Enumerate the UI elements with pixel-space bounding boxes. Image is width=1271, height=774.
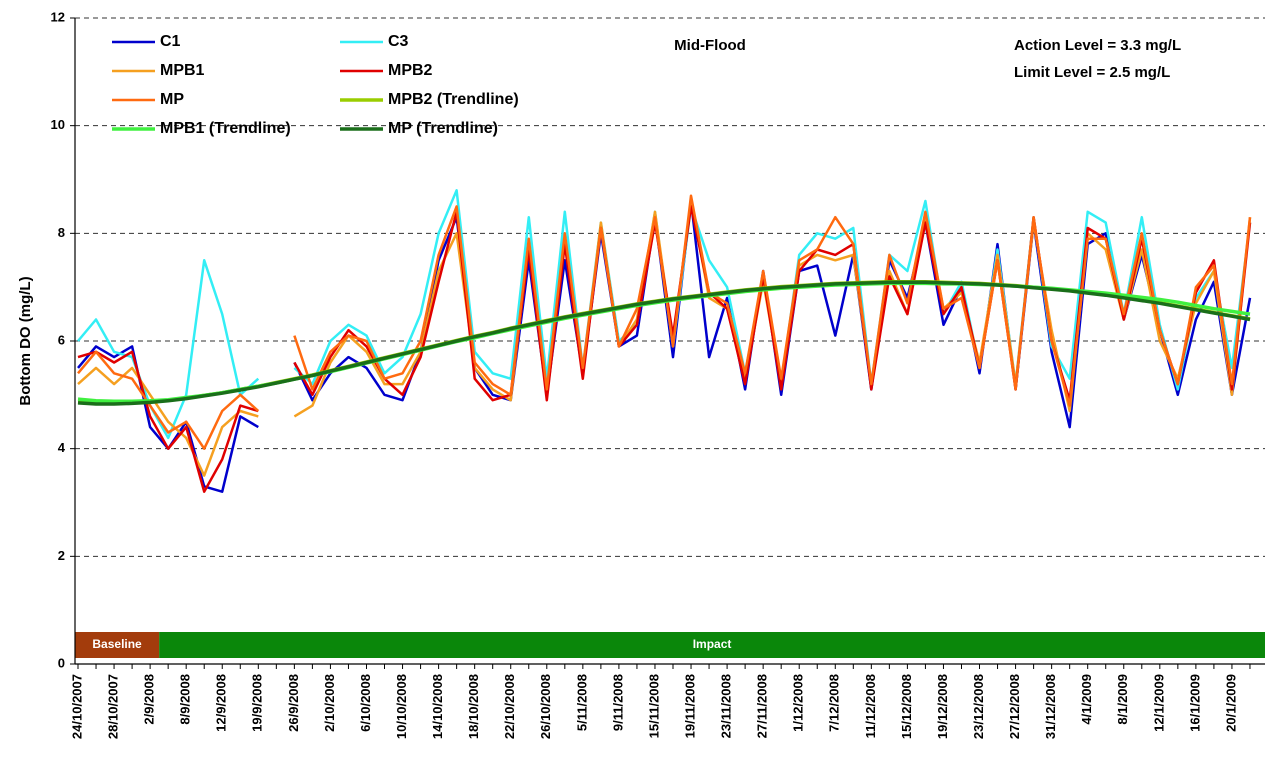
series-line: [77, 205, 1252, 493]
x-tick-label: 11/12/2008: [863, 674, 878, 738]
x-tick-label: 1/12/2008: [791, 674, 806, 732]
x-tick-label: 27/11/2008: [755, 674, 770, 738]
x-tick-label: 26/10/2008: [538, 674, 553, 739]
x-tick-label: 12/1/2009: [1151, 674, 1166, 732]
y-tick-label: 10: [51, 117, 65, 132]
phase-label: Impact: [693, 637, 732, 651]
annotation: Mid-Flood: [674, 37, 746, 54]
x-tick-label: 9/11/2008: [610, 674, 625, 731]
phase-band: [75, 632, 160, 658]
series-line: [77, 280, 1251, 406]
x-tick-label: 6/10/2008: [358, 674, 373, 732]
y-tick-label: 6: [58, 332, 65, 347]
y-tick-label: 12: [51, 9, 65, 24]
x-tick-label: 10/10/2008: [394, 674, 409, 739]
annotation: Action Level = 3.3 mg/L: [1014, 37, 1181, 54]
x-tick-label: 8/9/2008: [178, 674, 193, 725]
y-axis-title: Bottom DO (mg/L): [17, 276, 34, 405]
x-tick-label: 7/12/2008: [827, 674, 842, 732]
legend-label: MPB2: [388, 62, 433, 79]
x-tick-label: 19/12/2008: [935, 674, 950, 739]
annotation: Limit Level = 2.5 mg/L: [1014, 64, 1170, 81]
x-tick-label: 28/10/2007: [105, 674, 120, 739]
legend-label: MPB1 (Trendline): [160, 120, 291, 137]
x-tick-label: 5/11/2008: [574, 674, 589, 731]
phase-label: Baseline: [92, 637, 142, 651]
x-tick-label: 26/9/2008: [286, 674, 301, 732]
x-tick-label: 19/9/2008: [250, 674, 265, 732]
x-tick-label: 4/1/2009: [1079, 674, 1094, 725]
x-tick-label: 19/11/2008: [682, 674, 697, 738]
legend-label: C3: [388, 33, 409, 50]
x-tick-label: 27/12/2008: [1007, 674, 1022, 739]
x-tick-label: 22/10/2008: [502, 674, 517, 739]
x-tick-label: 23/11/2008: [719, 674, 734, 738]
x-tick-label: 12/9/2008: [214, 674, 229, 732]
y-tick-label: 8: [58, 225, 65, 240]
legend-label: MP (Trendline): [388, 120, 498, 137]
series-line: [77, 194, 1252, 450]
x-tick-label: 14/10/2008: [430, 674, 445, 739]
x-tick-label: 31/12/2008: [1043, 674, 1058, 739]
legend-label: MPB2 (Trendline): [388, 91, 519, 108]
legend-label: MP: [160, 91, 184, 108]
x-tick-label: 16/1/2009: [1187, 674, 1202, 732]
phase-band: [159, 632, 1266, 658]
x-tick-label: 15/12/2008: [899, 674, 914, 739]
legend-label: MPB1: [160, 62, 205, 79]
x-tick-label: 8/1/2009: [1115, 674, 1130, 725]
y-tick-label: 0: [58, 655, 65, 670]
x-tick-label: 23/12/2008: [971, 674, 986, 739]
x-tick-label: 18/10/2008: [466, 674, 481, 739]
x-tick-label: 20/1/2009: [1223, 674, 1238, 732]
x-tick-label: 2/10/2008: [322, 674, 337, 732]
y-tick-label: 4: [58, 440, 66, 455]
x-tick-label: 15/11/2008: [646, 674, 661, 738]
x-tick-label: 24/10/2007: [69, 674, 84, 739]
x-tick-label: 2/9/2008: [142, 674, 157, 725]
legend-label: C1: [160, 33, 181, 50]
y-tick-label: 2: [58, 548, 65, 563]
